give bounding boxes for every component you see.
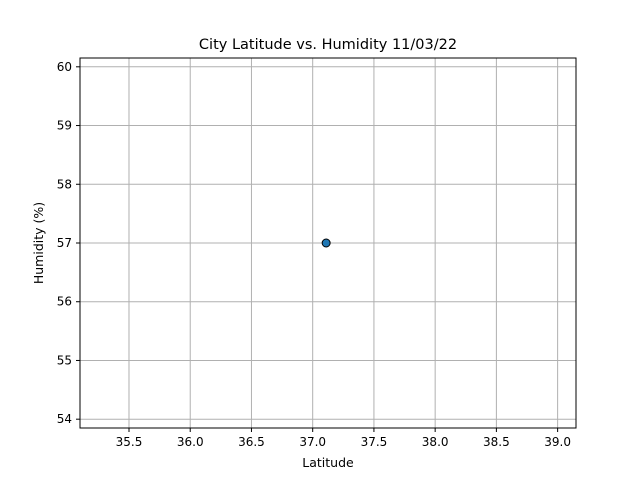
chart-title: City Latitude vs. Humidity 11/03/22: [199, 37, 457, 53]
grid: [80, 58, 576, 428]
y-tick-label: 54: [57, 412, 72, 426]
x-tick-label: 37.0: [299, 435, 326, 449]
x-tick-label: 36.0: [177, 435, 204, 449]
data-point: [321, 238, 331, 248]
x-tick-label: 35.5: [116, 435, 143, 449]
y-tick-label: 59: [57, 119, 72, 133]
x-axis-label: Latitude: [302, 455, 354, 470]
y-axis-label: Humidity (%): [31, 202, 46, 284]
y-tick-label: 55: [57, 353, 72, 367]
x-tick-label: 38.5: [483, 435, 510, 449]
y-tick-label: 60: [57, 60, 72, 74]
y-tick-label: 58: [57, 177, 72, 191]
x-tick-label: 36.5: [238, 435, 265, 449]
x-tick-label: 37.5: [361, 435, 388, 449]
x-tick-label: 38.0: [422, 435, 449, 449]
data-points: [321, 238, 331, 248]
y-tick-label: 57: [57, 236, 72, 250]
y-tick-label: 56: [57, 295, 72, 309]
x-tick-label: 39.0: [544, 435, 571, 449]
ticks: 35.5 36.0 36.5 37.0 37.5 38.0 38.5 39.0 54 55 56 57…: [57, 60, 571, 449]
